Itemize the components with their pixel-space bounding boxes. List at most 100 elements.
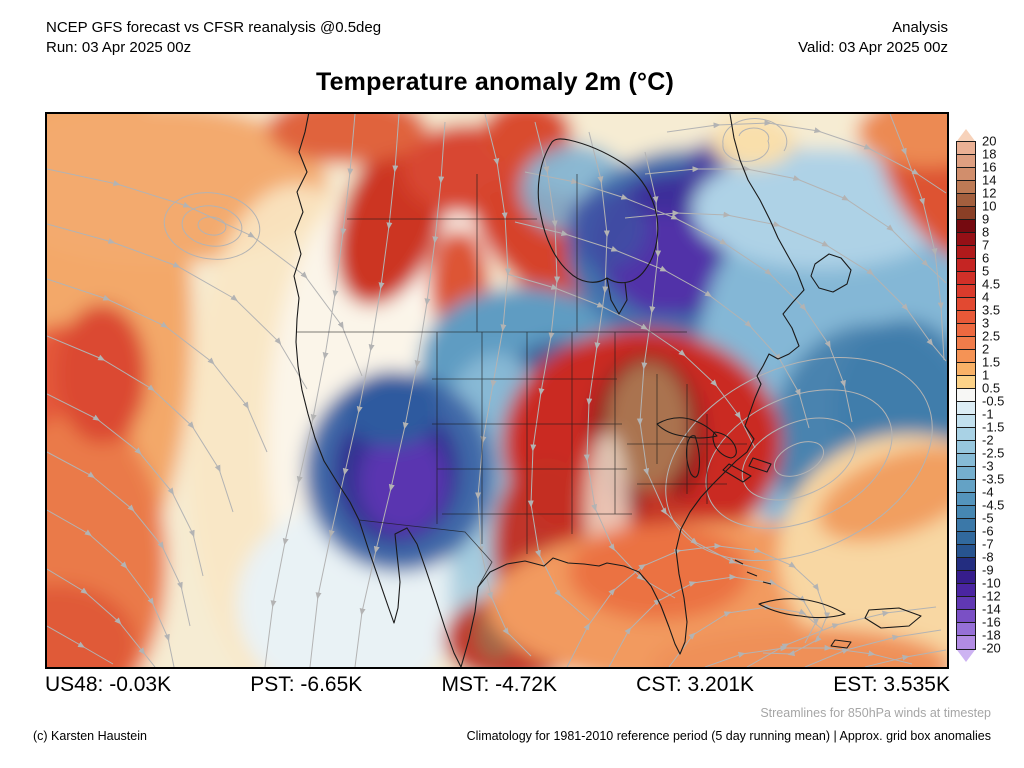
cyclone-spiral bbox=[722, 118, 788, 162]
colorbar-tick-label: 3.5 bbox=[982, 302, 1001, 318]
colorbar-tick-label: 2 bbox=[982, 341, 990, 357]
colorbar-segment bbox=[957, 519, 975, 532]
colorbar-tick-label: 5 bbox=[982, 263, 990, 279]
colorbar-segment bbox=[957, 168, 975, 181]
colorbar-tick-label: 2.5 bbox=[982, 328, 1001, 344]
colorbar-segment bbox=[957, 532, 975, 545]
colorbar-segment bbox=[957, 376, 975, 389]
colorbar-tick-label: -18 bbox=[982, 627, 1001, 643]
colorbar-tick-label: 10 bbox=[982, 198, 997, 214]
colorbar-tick-label: 0.5 bbox=[982, 380, 1001, 396]
colorbar-segment bbox=[957, 350, 975, 363]
colorbar-segment bbox=[957, 571, 975, 584]
stat-mst: MST: -4.72K bbox=[441, 673, 557, 696]
colorbar-segment bbox=[957, 415, 975, 428]
colorbar-segment bbox=[957, 389, 975, 402]
colorbar-tick-label: -8 bbox=[982, 549, 994, 565]
colorbar-segment bbox=[957, 181, 975, 194]
credit: (c) Karsten Haustein bbox=[33, 729, 147, 743]
colorbar-segment bbox=[957, 285, 975, 298]
colorbar-segment bbox=[957, 155, 975, 168]
colorbar-segment bbox=[957, 402, 975, 415]
climatology-note: Climatology for 1981-2010 reference peri… bbox=[466, 729, 991, 743]
atlantic-anticyclone bbox=[665, 356, 933, 562]
colorbar-tick-label: 6 bbox=[982, 250, 990, 266]
colorbar-segment bbox=[957, 441, 975, 454]
colorbar-segment bbox=[957, 324, 975, 337]
colorbar-segment bbox=[957, 207, 975, 220]
colorbar-tick-label: -5 bbox=[982, 510, 994, 526]
colorbar-segment bbox=[957, 623, 975, 636]
colorbar-tick-label: 1.5 bbox=[982, 354, 1001, 370]
colorbar-segment bbox=[957, 337, 975, 350]
colorbar-segment bbox=[957, 467, 975, 480]
colorbar-tick-label: 16 bbox=[982, 159, 997, 175]
colorbar-tick-label: -12 bbox=[982, 588, 1001, 604]
colorbar-tick-label: -16 bbox=[982, 614, 1001, 630]
mode-label: Analysis bbox=[892, 19, 948, 36]
colorbar-segment bbox=[957, 298, 975, 311]
colorbar-tick-label: -4 bbox=[982, 484, 994, 500]
colorbar-tick-label: -7 bbox=[982, 536, 994, 552]
colorbar-segment bbox=[957, 454, 975, 467]
valid-line: Valid: 03 Apr 2025 00z bbox=[798, 39, 948, 56]
colorbar-tick-label: 3 bbox=[982, 315, 990, 331]
colorbar-tick-label: -9 bbox=[982, 562, 994, 578]
colorbar-segments bbox=[956, 141, 976, 650]
colorbar-segment bbox=[957, 233, 975, 246]
colorbar-arrow-bottom bbox=[957, 650, 975, 662]
colorbar-tick-label: -20 bbox=[982, 640, 1001, 656]
header-right: Analysis Valid: 03 Apr 2025 00z bbox=[798, 18, 948, 58]
colorbar-tick-label: -1 bbox=[982, 406, 994, 422]
colorbar-segment bbox=[957, 545, 975, 558]
colorbar-segment bbox=[957, 558, 975, 571]
colorbar-tick-label: -6 bbox=[982, 523, 994, 539]
colorbar-tick-label: -4.5 bbox=[982, 497, 1005, 513]
colorbar-tick-label: -2 bbox=[982, 432, 994, 448]
colorbar-segment bbox=[957, 610, 975, 623]
colorbar-segment bbox=[957, 428, 975, 441]
header-left: NCEP GFS forecast vs CFSR reanalysis @0.… bbox=[46, 18, 381, 58]
colorbar-tick-label: -10 bbox=[982, 575, 1001, 591]
stat-pst: PST: -6.65K bbox=[250, 673, 363, 696]
colorbar-segment bbox=[957, 506, 975, 519]
streamlines bbox=[47, 114, 947, 667]
streamline-note: Streamlines for 850hPa winds at timestep bbox=[760, 706, 991, 720]
colorbar-tick-label: 20 bbox=[982, 133, 997, 149]
stat-est: EST: 3.535K bbox=[833, 673, 950, 696]
political-borders bbox=[297, 174, 747, 588]
product-line: NCEP GFS forecast vs CFSR reanalysis @0.… bbox=[46, 19, 382, 36]
colorbar-segment bbox=[957, 597, 975, 610]
colorbar-tick-label: 4 bbox=[982, 289, 990, 305]
colorbar-tick-label: -2.5 bbox=[982, 445, 1005, 461]
colorbar-segment bbox=[957, 142, 975, 155]
colorbar-segment bbox=[957, 246, 975, 259]
colorbar-segment bbox=[957, 493, 975, 506]
colorbar-tick-label: 1 bbox=[982, 367, 990, 383]
colorbar-tick-label: -3 bbox=[982, 458, 994, 474]
colorbar-tick-label: 12 bbox=[982, 185, 997, 201]
colorbar-arrow-top bbox=[957, 129, 975, 141]
colorbar-segment bbox=[957, 259, 975, 272]
stats-row: US48: -0.03K PST: -6.65K MST: -4.72K CST: 3… bbox=[45, 673, 950, 697]
colorbar-segment bbox=[957, 272, 975, 285]
stat-us48: US48: -0.03K bbox=[45, 673, 172, 696]
colorbar-tick-label: 14 bbox=[982, 172, 997, 188]
colorbar-tick-label: 8 bbox=[982, 224, 990, 240]
colorbar-segment bbox=[957, 480, 975, 493]
colorbar-tick-label: 9 bbox=[982, 211, 990, 227]
page-title: Temperature anomaly 2m (°C) bbox=[315, 68, 675, 96]
map-frame bbox=[45, 112, 949, 669]
colorbar: 20 18 16 14 12 10 9 8 7 6 5 4.5 4 3.5 3 2.5 2 1.5 1 0.5 -0.5… bbox=[956, 129, 1016, 662]
colorbar-segment bbox=[957, 363, 975, 376]
colorbar-tick-label: -1.5 bbox=[982, 419, 1005, 435]
colorbar-tick-label: -0.5 bbox=[982, 393, 1005, 409]
colorbar-segment bbox=[957, 220, 975, 233]
colorbar-segment bbox=[957, 636, 975, 649]
colorbar-segment bbox=[957, 194, 975, 207]
stat-cst: CST: 3.201K bbox=[636, 673, 755, 696]
pacific-eddy bbox=[163, 192, 261, 260]
colorbar-tick-label: 4.5 bbox=[982, 276, 1001, 292]
colorbar-tick-label: -3.5 bbox=[982, 471, 1005, 487]
